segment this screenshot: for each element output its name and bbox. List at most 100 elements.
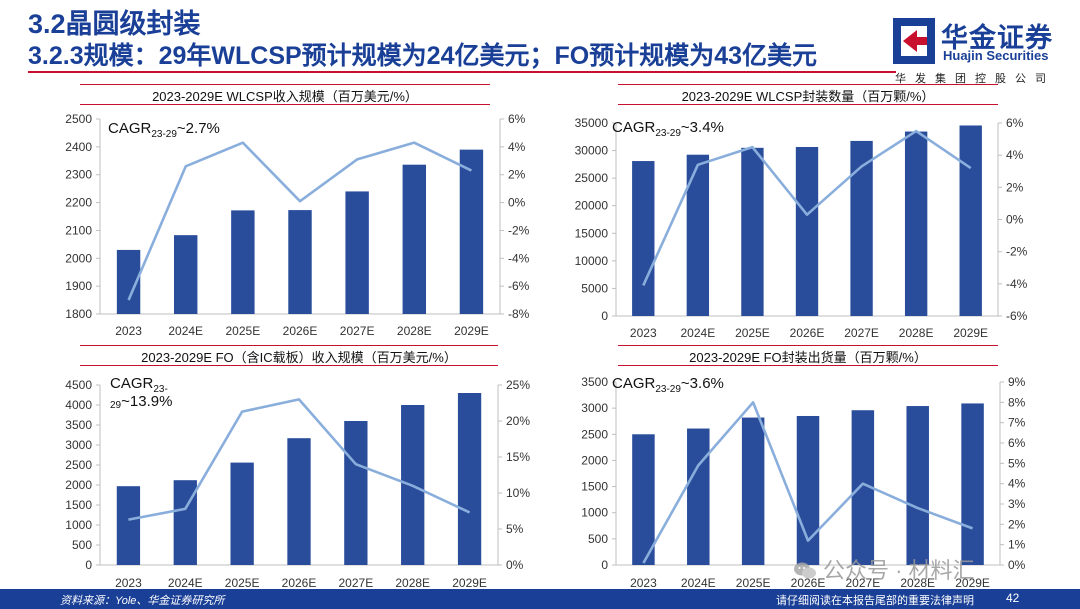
x-tick-label: 2024E: [168, 324, 203, 338]
x-tick-label: 2027E: [339, 576, 374, 590]
x-tick-label: 2023: [630, 576, 657, 590]
x-tick-label: 2026E: [790, 326, 825, 340]
y-tick-label-left: 3000: [65, 438, 92, 452]
bar-2023: [116, 486, 141, 565]
y-tick-label-left: 2000: [65, 251, 92, 265]
chart-title: 2023-2029E WLCSP封装数量（百万颗/%）: [681, 89, 935, 104]
y-tick-label-right: 20%: [506, 414, 530, 428]
cagr-annotation-line2: 29~13.9%: [110, 393, 172, 411]
company-logo: 华金证券 Huajin Securities 华发集团控股公司: [893, 14, 1073, 94]
x-tick-label: 2025E: [736, 576, 771, 590]
chart-panel-fo-revenue: 2023-2029E FO（含IC载板）收入规模（百万美元/%） 0 500 100…: [50, 345, 548, 591]
y-tick-label-right: 5%: [506, 522, 524, 536]
x-tick-label: 2027E: [846, 576, 881, 590]
x-tick-label: 2028E: [899, 326, 934, 340]
y-tick-label-left: 2200: [65, 196, 92, 210]
chart-title: 2023-2029E WLCSP收入规模（百万美元/%）: [152, 89, 418, 104]
bar-2027E: [344, 421, 368, 565]
x-tick-label: 2026E: [283, 324, 318, 338]
y-tick-label-right: 1%: [1008, 538, 1026, 552]
y-tick-label-right: 3%: [1008, 497, 1026, 511]
bar-2028E: [904, 131, 928, 316]
cagr-annotation: CAGR23-: [110, 375, 168, 395]
y-tick-label-right: -4%: [1006, 277, 1028, 291]
x-tick-label: 2023: [115, 324, 142, 338]
y-tick-label-left: 4000: [65, 398, 92, 412]
y-tick-label-right: 5%: [1008, 456, 1026, 470]
chart-title-rule-bottom: [618, 365, 998, 366]
y-tick-label-left: 10000: [575, 254, 609, 268]
y-tick-label-right: 15%: [506, 450, 530, 464]
bar-2025E: [230, 462, 254, 565]
y-tick-label-left: 0: [85, 558, 92, 572]
x-tick-label: 2023: [115, 576, 142, 590]
x-tick-label: 2029E: [953, 326, 988, 340]
chart-title-rule-top: [618, 345, 998, 346]
watermark-text: 公众号 · 材料汇: [823, 558, 975, 583]
chart-svg: 0 500 1000 1500 2000 2500 3000 3500 4000 4500 0% 5%…: [65, 375, 530, 590]
footer-bar: [0, 589, 1080, 609]
cagr-annotation: CAGR23-29~2.7%: [108, 120, 220, 140]
y-tick-label-right: 8%: [1008, 395, 1026, 409]
bar-2029E: [459, 149, 484, 314]
page-title: 3.2晶圆级封装: [28, 9, 201, 39]
page-number: 42: [1006, 591, 1020, 605]
y-tick-label-right: 0%: [508, 196, 526, 210]
logo-name-en: Huajin Securities: [943, 48, 1049, 63]
y-tick-label-right: 6%: [1008, 436, 1026, 450]
bar-2027E: [851, 410, 875, 565]
x-tick-label: 2028E: [397, 324, 432, 338]
cagr-annotation: CAGR23-29~3.4%: [612, 119, 724, 139]
bar-2026E: [795, 146, 819, 316]
bar-2026E: [287, 438, 311, 565]
y-tick-label-right: -2%: [1006, 245, 1028, 259]
bar-2023: [632, 161, 655, 316]
bar-2024E: [174, 235, 198, 314]
y-tick-label-right: 6%: [1006, 116, 1024, 130]
chart-panel-wlcsp-revenue: 2023-2029E WLCSP收入规模（百万美元/%） 1800 1900 200…: [50, 84, 530, 348]
y-tick-label-left: 2100: [65, 223, 92, 237]
y-tick-label-right: 4%: [508, 140, 526, 154]
y-tick-label-right: 4%: [1008, 477, 1026, 491]
chart-title-rule-top: [80, 84, 490, 85]
y-tick-label-left: 500: [588, 532, 608, 546]
bar-2023: [632, 434, 655, 565]
y-tick-label-right: 7%: [1008, 416, 1026, 430]
footer-disclaimer: 请仔细阅读在本报告尾部的重要法律声明: [776, 595, 974, 607]
x-tick-label: 2025E: [226, 324, 261, 338]
bar-2024E: [686, 154, 710, 316]
chart-title-rule-bottom: [80, 365, 498, 366]
x-tick-label: 2024E: [681, 326, 716, 340]
y-tick-label-right: -6%: [508, 279, 530, 293]
y-tick-label-right: 2%: [1008, 517, 1026, 531]
y-tick-label-left: 2500: [65, 458, 92, 472]
x-tick-label: 2029E: [452, 576, 487, 590]
bar-2027E: [345, 191, 369, 314]
x-tick-label: 2028E: [900, 576, 935, 590]
watermark: 公众号 · 材料汇: [793, 553, 975, 585]
y-tick-label-right: 4%: [1006, 148, 1024, 162]
y-tick-label-left: 20000: [575, 199, 609, 213]
bar-2025E: [231, 210, 255, 314]
y-tick-label-left: 2500: [65, 112, 92, 126]
chart-title-rule-bottom: [80, 104, 490, 105]
chart-svg: 1800 1900 2000 2100 2200 2300 2400 2500 -8% -6% -4…: [65, 112, 529, 338]
y-tick-label-left: 25000: [575, 171, 609, 185]
y-tick-label-right: 2%: [1006, 180, 1024, 194]
bar-2026E: [796, 415, 820, 565]
cagr-annotation: CAGR23-29~3.6%: [612, 375, 724, 395]
x-tick-label: 2023: [630, 326, 657, 340]
y-tick-label-right: 6%: [508, 112, 526, 126]
x-tick-label: 2029E: [454, 324, 489, 338]
bar-2029E: [959, 125, 982, 316]
chart-title: 2023-2029E FO封装出货量（百万颗/%）: [689, 350, 927, 365]
chart-panel-fo-shipments: 2023-2029E FO封装出货量（百万颗/%） 0 500 1000 1500 20…: [566, 345, 1050, 591]
y-tick-label-left: 4500: [65, 378, 92, 392]
bar-2025E: [741, 417, 765, 565]
y-tick-label-left: 1800: [65, 307, 92, 321]
bar-2028E: [402, 164, 426, 314]
bar-2025E: [741, 147, 764, 316]
y-tick-label-left: 3000: [581, 401, 608, 415]
y-tick-label-right: 25%: [506, 378, 530, 392]
footer-source: 资料来源：Yole、华金证券研究所: [60, 595, 225, 607]
